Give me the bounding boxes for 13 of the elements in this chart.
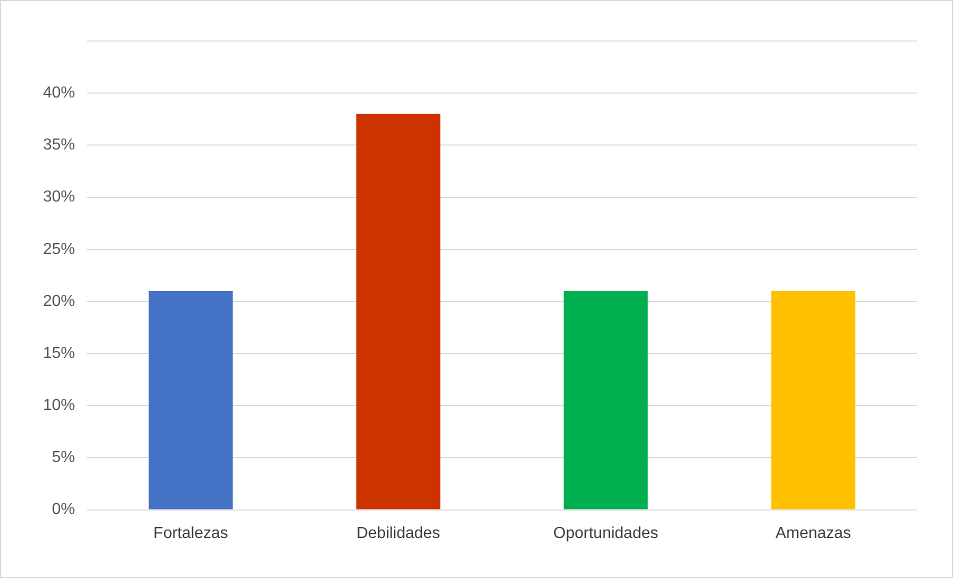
y-tick-label: 0% xyxy=(52,501,76,518)
x-tick-label: Fortalezas xyxy=(153,524,228,542)
y-tick-label: 15% xyxy=(42,344,76,362)
y-tick-label: 5% xyxy=(52,449,76,466)
y-tick-label: 25% xyxy=(42,240,76,258)
x-tick-label: Oportunidades xyxy=(553,524,658,542)
y-tick-label: 35% xyxy=(42,136,76,154)
x-tick-label: Amenazas xyxy=(775,524,852,542)
y-tick-label: 10% xyxy=(42,397,76,414)
y-tick-label: 40% xyxy=(42,84,76,102)
x-tick-label: Debilidades xyxy=(356,524,440,542)
y-tick-label: 30% xyxy=(42,188,76,206)
y-tick-label: 20% xyxy=(42,292,76,310)
